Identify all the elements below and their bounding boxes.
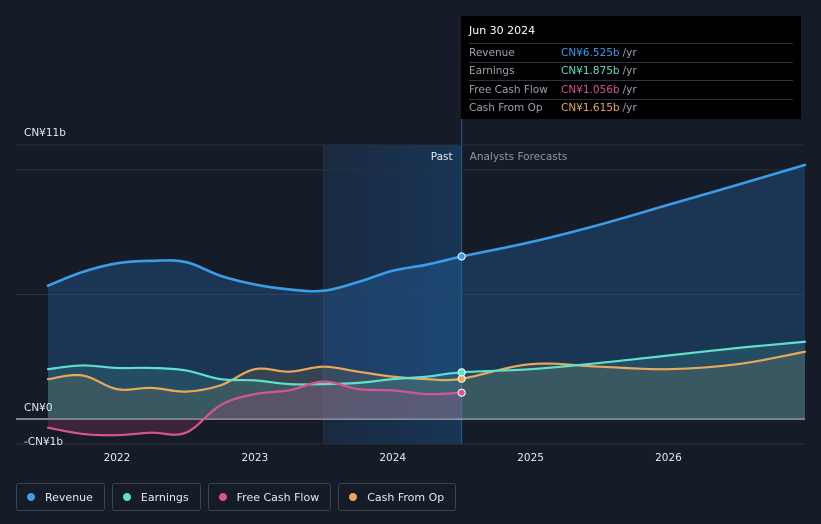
tooltip-unit: /yr (622, 65, 637, 78)
tooltip-value: CN¥1.615b (561, 102, 620, 115)
fcf-point (457, 388, 466, 397)
tooltip-unit: /yr (622, 46, 637, 59)
tooltip-unit: /yr (622, 102, 637, 115)
revenue-line (46, 163, 807, 293)
y-axis-label: -CN¥1b (24, 436, 63, 448)
legend-label: Revenue (45, 490, 93, 504)
tooltip-row-cash-from-op: Cash From Op CN¥1.615b /yr (469, 100, 793, 118)
tooltip-unit: /yr (622, 83, 637, 96)
legend-dot-icon (349, 493, 358, 501)
tooltip-row-revenue: Revenue CN¥6.525b /yr (469, 44, 793, 63)
legend-item-earnings[interactable]: Earnings (111, 483, 201, 511)
earnings-point (457, 368, 466, 377)
earnings-area (48, 341, 805, 419)
legend-label: Earnings (140, 490, 189, 504)
x-tick-label: 2024 (379, 452, 406, 464)
legend: Revenue Earnings Free Cash Flow Cash Fro… (16, 483, 457, 511)
tooltip-label: Revenue (469, 46, 515, 59)
tooltip-row-free-cash-flow: Free Cash Flow CN¥1.056b /yr (469, 81, 793, 100)
tooltip-value: CN¥1.056b (561, 83, 620, 96)
tooltip-panel: Jun 30 2024 Revenue CN¥6.525b /yr Earnin… (461, 16, 801, 119)
past-label: Past (431, 151, 453, 163)
legend-dot-icon (27, 493, 35, 501)
forecast-label: Analysts Forecasts (470, 151, 568, 163)
revenue-point (457, 252, 466, 261)
y-axis-label: CN¥0 (24, 402, 53, 414)
x-tick-label: 2022 (104, 452, 131, 464)
earnings-line (46, 340, 807, 386)
y-axis-label: CN¥11b (24, 127, 66, 139)
cfo-area (48, 351, 805, 419)
tooltip-label: Free Cash Flow (469, 83, 548, 96)
legend-label: Cash From Op (367, 490, 445, 504)
x-tick-label: 2026 (655, 452, 682, 464)
legend-item-revenue[interactable]: Revenue (16, 483, 105, 511)
tooltip-date: Jun 30 2024 (469, 24, 793, 44)
x-tick-label: 2025 (517, 452, 544, 464)
legend-item-free-cash-flow[interactable]: Free Cash Flow (207, 483, 332, 511)
x-tick-label: 2023 (241, 452, 268, 464)
tooltip-value: CN¥6.525b (561, 46, 620, 59)
tooltip-row-earnings: Earnings CN¥1.875b /yr (469, 63, 793, 81)
fcf-line (46, 380, 463, 437)
tooltip-label: Earnings (469, 65, 515, 78)
revenue-area (48, 164, 805, 419)
legend-dot-icon (218, 493, 227, 501)
legend-dot-icon (122, 493, 131, 501)
cfo-line (46, 350, 807, 393)
legend-item-cash-from-op[interactable]: Cash From Op (338, 483, 457, 511)
fcf-area (48, 381, 462, 436)
legend-label: Free Cash Flow (236, 490, 320, 504)
tooltip-label: Cash From Op (469, 102, 543, 115)
tooltip-value: CN¥1.875b (561, 65, 620, 78)
